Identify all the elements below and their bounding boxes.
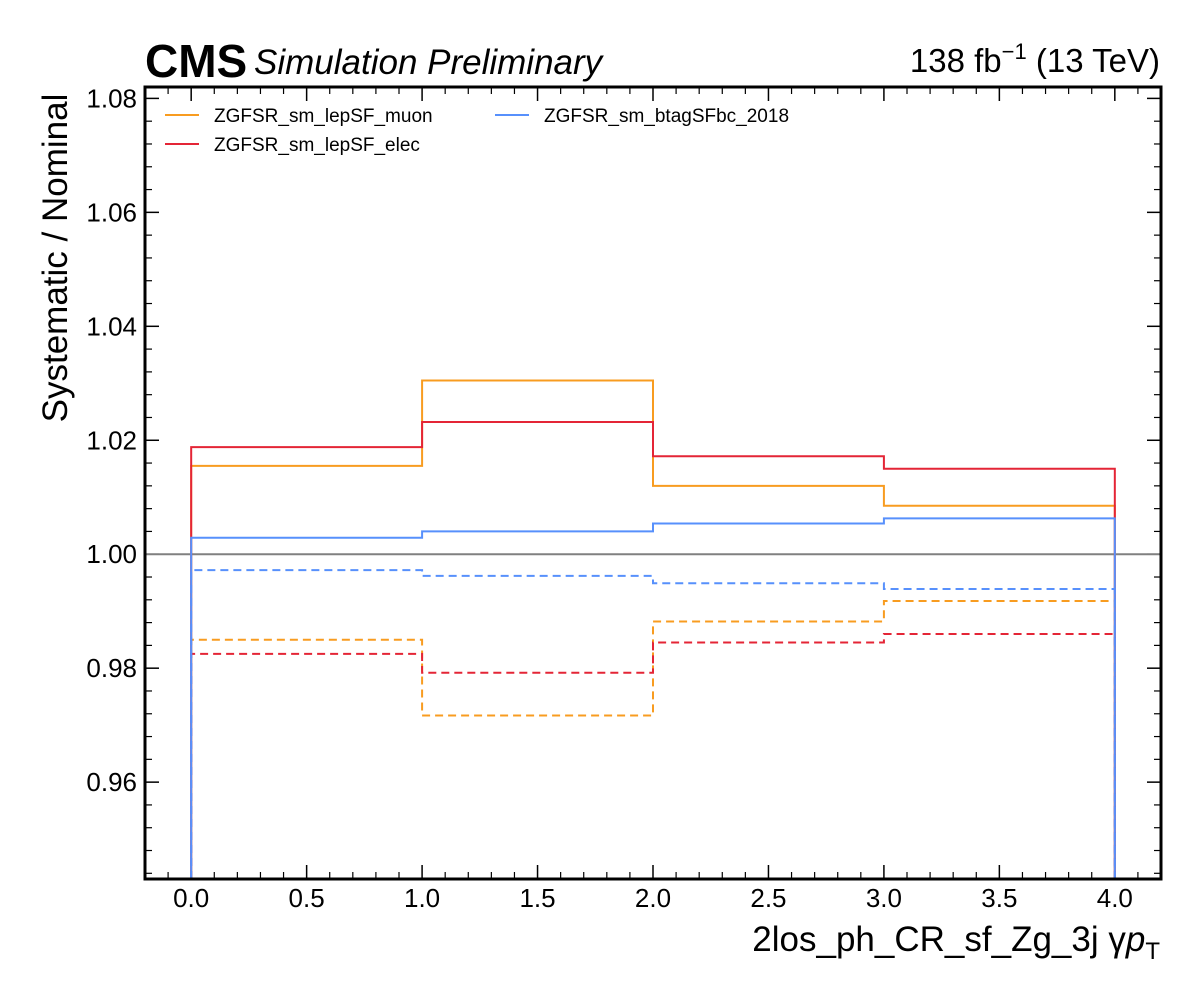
x-axis-var-sub: T bbox=[1145, 938, 1160, 965]
x-tick-label: 1.5 bbox=[519, 883, 555, 913]
x-axis-label: 2los_ph_CR_sf_Zg_3j γpT bbox=[752, 920, 1160, 965]
y-tick-label: 1.06 bbox=[86, 197, 137, 227]
x-tick-label: 3.5 bbox=[981, 883, 1017, 913]
legend-label: ZGFSR_sm_lepSF_elec bbox=[214, 135, 420, 156]
x-tick-label: 0.0 bbox=[173, 883, 209, 913]
status-label: Simulation Preliminary bbox=[254, 43, 605, 82]
lumi-exponent: −1 bbox=[1002, 39, 1027, 64]
lumi-label: 138 fb−1 (13 TeV) bbox=[910, 39, 1160, 79]
x-axis-var-p: p bbox=[1125, 920, 1145, 959]
y-tick-label: 1.02 bbox=[86, 425, 137, 455]
x-tick-label: 3.0 bbox=[866, 883, 902, 913]
legend: ZGFSR_sm_lepSF_muon ZGFSR_sm_lepSF_elec ZG… bbox=[165, 106, 789, 156]
series-up-zgfsr-sm-btagsfbc-2018 bbox=[190, 517, 1116, 879]
y-tick-label: 1.08 bbox=[86, 83, 137, 113]
plot-frame bbox=[143, 85, 1163, 881]
y-tick-label: 1.04 bbox=[86, 311, 137, 341]
x-tick-label: 1.0 bbox=[404, 883, 440, 913]
energy-label: (13 TeV) bbox=[1036, 42, 1160, 79]
series-down-zgfsr-sm-btagsfbc-2018 bbox=[190, 569, 1116, 879]
x-tick-label: 2.5 bbox=[750, 883, 786, 913]
series-up-zgfsr-sm-lepsf-elec bbox=[190, 421, 1116, 879]
lumi-value: 138 fb bbox=[910, 42, 1002, 79]
x-axis-region: 2los_ph_CR_sf_Zg_3j bbox=[752, 920, 1098, 959]
y-tick-label: 1.00 bbox=[86, 539, 137, 569]
data-layer bbox=[145, 379, 1161, 879]
y-tick-label: 0.96 bbox=[86, 767, 137, 797]
legend-label: ZGFSR_sm_lepSF_muon bbox=[214, 106, 433, 127]
x-tick-label: 4.0 bbox=[1097, 883, 1133, 913]
y-tick-label: 0.98 bbox=[86, 653, 137, 683]
legend-label: ZGFSR_sm_btagSFbc_2018 bbox=[544, 106, 789, 127]
series-down-zgfsr-sm-lepsf-elec bbox=[190, 632, 1116, 879]
x-axis-variable: γ bbox=[1108, 920, 1126, 959]
ticks-layer: 0.0 0.5 1.0 1.5 2.0 2.5 3.0 3.5 4.0 0.96 0.98 1.00 1… bbox=[86, 83, 1162, 913]
x-tick-label: 0.5 bbox=[289, 883, 325, 913]
x-tick-label: 2.0 bbox=[635, 883, 671, 913]
y-axis-label: Systematic / Nominal bbox=[36, 94, 75, 423]
cms-label: CMS bbox=[145, 35, 247, 87]
